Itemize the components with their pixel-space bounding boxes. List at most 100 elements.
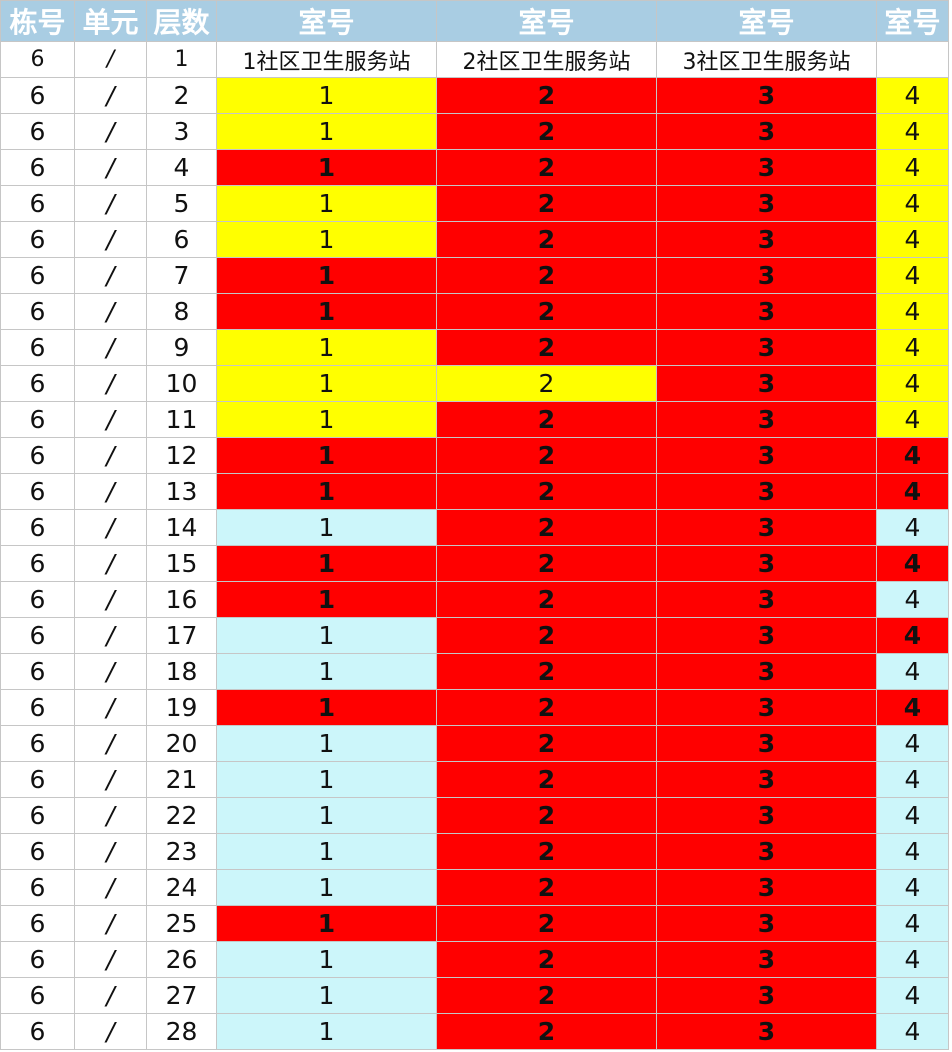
cell-room-3[interactable]: 3 xyxy=(656,761,877,798)
cell-unit[interactable]: / xyxy=(74,113,147,150)
cell-unit[interactable]: / xyxy=(74,689,147,726)
cell-room-3[interactable]: 3 xyxy=(656,797,877,834)
cell-floor[interactable]: 17 xyxy=(146,617,217,654)
cell-room-4[interactable]: 4 xyxy=(876,113,949,150)
cell-room-4[interactable]: 4 xyxy=(876,977,949,1014)
cell-unit[interactable]: / xyxy=(74,149,147,186)
cell-floor[interactable]: 14 xyxy=(146,509,217,546)
cell-room-3[interactable]: 3 xyxy=(656,905,877,942)
cell-building[interactable]: 6 xyxy=(0,401,75,438)
cell-floor[interactable]: 18 xyxy=(146,653,217,690)
cell-unit[interactable]: / xyxy=(74,509,147,546)
cell-unit[interactable]: / xyxy=(74,977,147,1014)
cell-room-2[interactable]: 2 xyxy=(436,905,657,942)
cell-room-2[interactable]: 2 xyxy=(436,545,657,582)
header-room-1[interactable]: 室号 xyxy=(216,0,437,42)
cell-floor[interactable]: 11 xyxy=(146,401,217,438)
cell-room-3[interactable]: 3 xyxy=(656,113,877,150)
cell-room-1[interactable]: 1 xyxy=(216,689,437,726)
cell-room-4[interactable]: 4 xyxy=(876,509,949,546)
subheader-room-1[interactable]: 1社区卫生服务站 xyxy=(216,41,437,78)
cell-floor[interactable]: 9 xyxy=(146,329,217,366)
cell-room-2[interactable]: 2 xyxy=(436,77,657,114)
cell-room-1[interactable]: 1 xyxy=(216,617,437,654)
subheader-room-4[interactable] xyxy=(876,41,949,78)
cell-unit[interactable]: / xyxy=(74,617,147,654)
cell-room-1[interactable]: 1 xyxy=(216,113,437,150)
cell-room-4[interactable]: 4 xyxy=(876,1013,949,1050)
cell-room-2[interactable]: 2 xyxy=(436,869,657,906)
cell-room-2[interactable]: 2 xyxy=(436,401,657,438)
cell-room-1[interactable]: 1 xyxy=(216,473,437,510)
cell-floor[interactable]: 3 xyxy=(146,113,217,150)
cell-room-2[interactable]: 2 xyxy=(436,365,657,402)
cell-floor[interactable]: 27 xyxy=(146,977,217,1014)
cell-unit[interactable]: / xyxy=(74,329,147,366)
cell-room-2[interactable]: 2 xyxy=(436,473,657,510)
cell-room-3[interactable]: 3 xyxy=(656,437,877,474)
cell-room-3[interactable]: 3 xyxy=(656,941,877,978)
cell-room-3[interactable]: 3 xyxy=(656,617,877,654)
cell-room-4[interactable]: 4 xyxy=(876,869,949,906)
cell-room-2[interactable]: 2 xyxy=(436,257,657,294)
cell-floor[interactable]: 2 xyxy=(146,77,217,114)
cell-room-3[interactable]: 3 xyxy=(656,581,877,618)
header-room-3[interactable]: 室号 xyxy=(656,0,877,42)
cell-room-3[interactable]: 3 xyxy=(656,185,877,222)
cell-floor[interactable]: 22 xyxy=(146,797,217,834)
cell-room-3[interactable]: 3 xyxy=(656,401,877,438)
cell-room-1[interactable]: 1 xyxy=(216,329,437,366)
cell-room-4[interactable]: 4 xyxy=(876,401,949,438)
cell-room-4[interactable]: 4 xyxy=(876,725,949,762)
cell-unit[interactable]: / xyxy=(74,941,147,978)
cell-room-3[interactable]: 3 xyxy=(656,329,877,366)
cell-room-2[interactable]: 2 xyxy=(436,941,657,978)
cell-building[interactable]: 6 xyxy=(0,833,75,870)
subheader-floor[interactable]: 1 xyxy=(146,41,217,78)
cell-room-1[interactable]: 1 xyxy=(216,149,437,186)
cell-room-3[interactable]: 3 xyxy=(656,545,877,582)
cell-room-1[interactable]: 1 xyxy=(216,293,437,330)
cell-unit[interactable]: / xyxy=(74,797,147,834)
cell-room-4[interactable]: 4 xyxy=(876,293,949,330)
cell-room-1[interactable]: 1 xyxy=(216,761,437,798)
cell-room-4[interactable]: 4 xyxy=(876,257,949,294)
cell-building[interactable]: 6 xyxy=(0,113,75,150)
cell-room-1[interactable]: 1 xyxy=(216,365,437,402)
subheader-building[interactable]: 6 xyxy=(0,41,75,78)
cell-room-1[interactable]: 1 xyxy=(216,581,437,618)
cell-room-1[interactable]: 1 xyxy=(216,221,437,258)
cell-room-4[interactable]: 4 xyxy=(876,437,949,474)
cell-unit[interactable]: / xyxy=(74,437,147,474)
cell-room-4[interactable]: 4 xyxy=(876,365,949,402)
cell-room-1[interactable]: 1 xyxy=(216,509,437,546)
cell-building[interactable]: 6 xyxy=(0,761,75,798)
cell-room-3[interactable]: 3 xyxy=(656,725,877,762)
cell-room-1[interactable]: 1 xyxy=(216,401,437,438)
cell-unit[interactable]: / xyxy=(74,1013,147,1050)
cell-room-3[interactable]: 3 xyxy=(656,149,877,186)
cell-floor[interactable]: 24 xyxy=(146,869,217,906)
cell-room-4[interactable]: 4 xyxy=(876,833,949,870)
cell-room-4[interactable]: 4 xyxy=(876,905,949,942)
cell-unit[interactable]: / xyxy=(74,293,147,330)
cell-room-2[interactable]: 2 xyxy=(436,653,657,690)
cell-room-3[interactable]: 3 xyxy=(656,221,877,258)
header-room-4[interactable]: 室号 xyxy=(876,0,949,42)
cell-room-4[interactable]: 4 xyxy=(876,221,949,258)
cell-room-4[interactable]: 4 xyxy=(876,689,949,726)
cell-building[interactable]: 6 xyxy=(0,617,75,654)
cell-room-2[interactable]: 2 xyxy=(436,977,657,1014)
cell-floor[interactable]: 28 xyxy=(146,1013,217,1050)
cell-unit[interactable]: / xyxy=(74,905,147,942)
cell-floor[interactable]: 16 xyxy=(146,581,217,618)
cell-building[interactable]: 6 xyxy=(0,545,75,582)
cell-building[interactable]: 6 xyxy=(0,185,75,222)
cell-room-4[interactable]: 4 xyxy=(876,941,949,978)
cell-unit[interactable]: / xyxy=(74,473,147,510)
cell-room-3[interactable]: 3 xyxy=(656,293,877,330)
cell-room-1[interactable]: 1 xyxy=(216,545,437,582)
cell-room-2[interactable]: 2 xyxy=(436,113,657,150)
cell-room-3[interactable]: 3 xyxy=(656,689,877,726)
cell-room-1[interactable]: 1 xyxy=(216,725,437,762)
